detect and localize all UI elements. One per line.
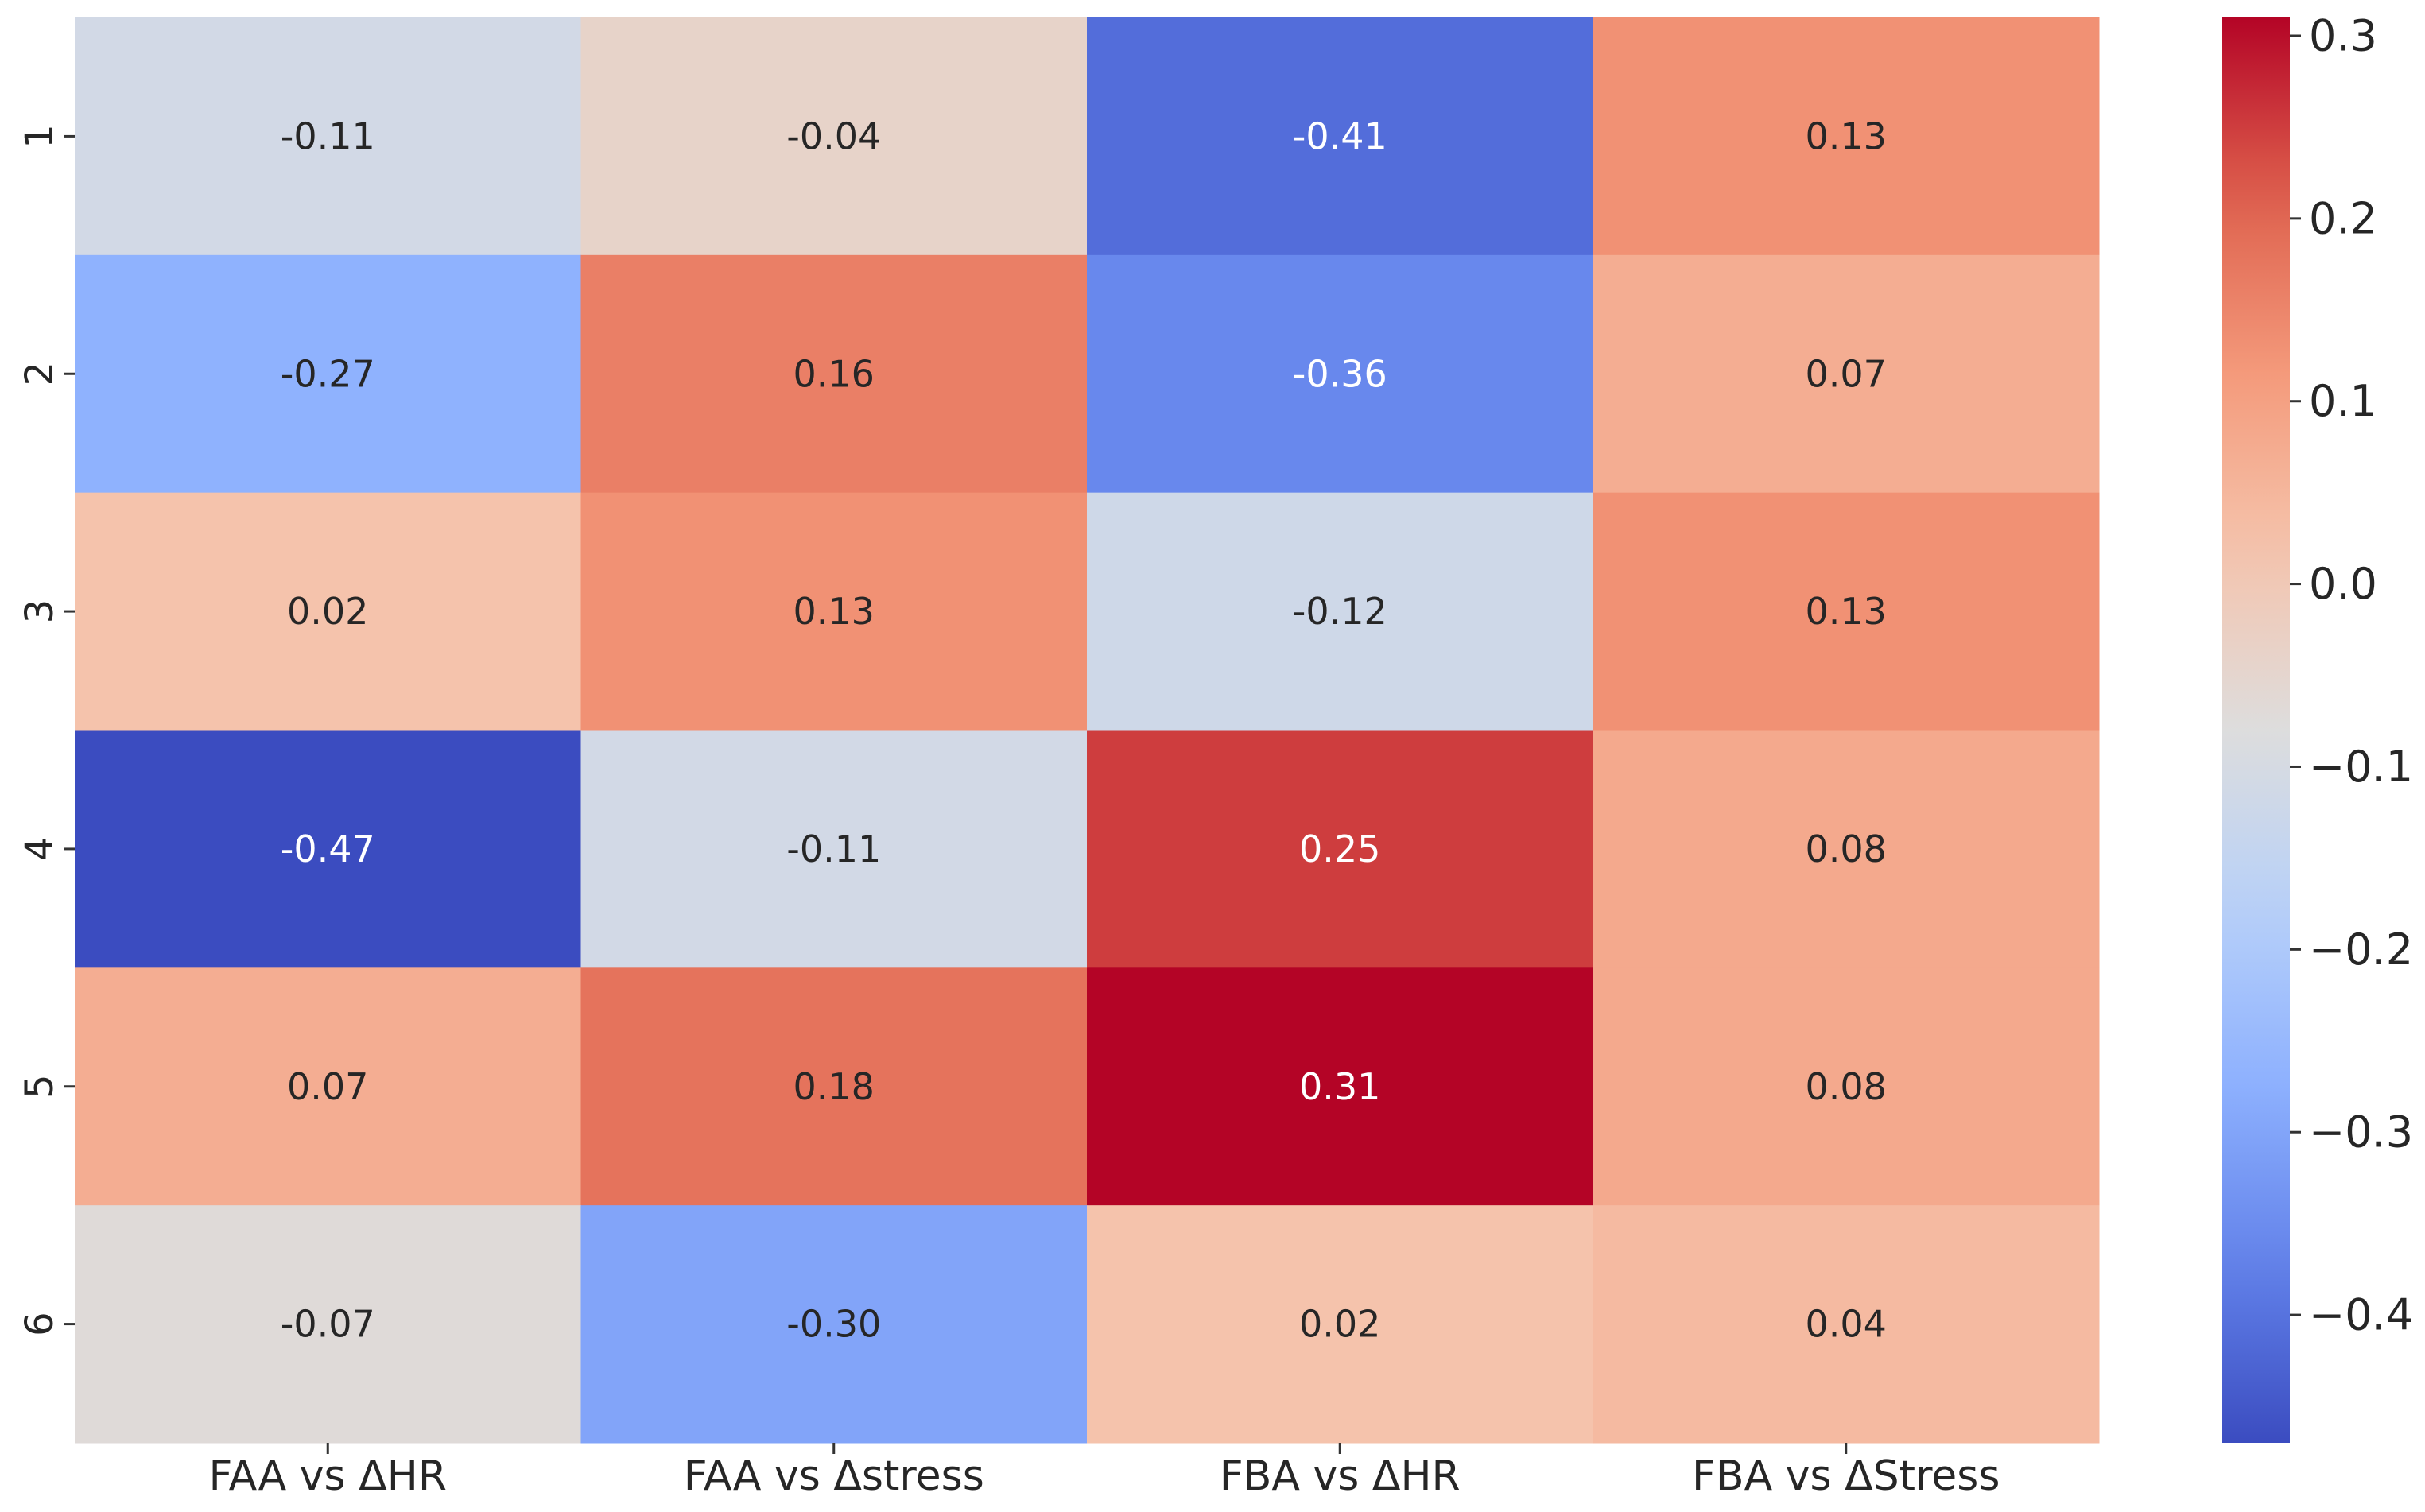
cell-value-label: 0.02 <box>287 590 368 633</box>
heatmap-cell <box>75 1205 581 1444</box>
heatmap-cells: -0.11 -0.04 -0.41 0.13 -0.27 0.16 -0.36 0.07 0.0… <box>75 17 2100 1444</box>
colorbar-tick-label: 0.2 <box>2309 193 2377 243</box>
colorbar-tick-label: 0.1 <box>2309 376 2377 426</box>
cell-value-label: -0.04 <box>786 114 881 157</box>
colorbar-gradient <box>2222 17 2290 1443</box>
cell-value-label: 0.13 <box>793 590 875 633</box>
cell-value-label: 0.31 <box>1299 1065 1380 1108</box>
cell-value-label: -0.12 <box>1293 590 1387 633</box>
heatmap-cell <box>75 967 581 1206</box>
cell-value-label: -0.36 <box>1293 352 1387 395</box>
cell-value-label: 0.18 <box>793 1065 875 1108</box>
cell-value-label: 0.08 <box>1806 1065 1887 1108</box>
heatmap-cell <box>1593 254 2100 494</box>
cell-value-label: -0.11 <box>281 114 375 157</box>
cell-value-label: 0.16 <box>793 352 875 395</box>
cell-value-label: 0.08 <box>1806 828 1887 870</box>
heatmap-cell <box>1593 967 2100 1206</box>
cell-value-label: -0.11 <box>786 828 881 870</box>
cell-value-label: -0.07 <box>281 1303 375 1346</box>
heatmap-cell <box>1087 1205 1593 1444</box>
column-tick-label: FBA vs ΔStress <box>1692 1452 2000 1500</box>
heatmap-cell <box>580 254 1088 494</box>
row-tick-label: 2 <box>17 362 62 386</box>
heatmap-cell <box>580 492 1088 731</box>
heatmap-cell <box>1087 17 1593 256</box>
cell-value-label: -0.47 <box>281 828 375 870</box>
heatmap-cell <box>1087 492 1593 731</box>
colorbar-tick-label: −0.2 <box>2309 925 2413 975</box>
heatmap-cell <box>1593 17 2100 256</box>
column-tick-label: FBA vs ΔHR <box>1220 1452 1461 1500</box>
column-tick-label: FAA vs Δstress <box>684 1452 984 1500</box>
heatmap-cell <box>1087 730 1593 968</box>
colorbar-tick-label: −0.4 <box>2309 1290 2413 1340</box>
heatmap-cell <box>580 967 1088 1206</box>
heatmap-cell <box>1593 1205 2100 1444</box>
colorbar-tick-label: 0.3 <box>2309 10 2377 60</box>
cell-value-label: 0.13 <box>1806 114 1887 157</box>
heatmap-cell <box>75 492 581 731</box>
cell-value-label: 0.02 <box>1299 1303 1380 1346</box>
cell-value-label: 0.13 <box>1806 590 1887 633</box>
colorbar-tick-label: 0.0 <box>2309 559 2377 609</box>
row-tick-label: 3 <box>17 599 62 624</box>
heatmap-cell <box>580 17 1088 256</box>
heatmap-cell <box>1593 492 2100 731</box>
heatmap-cell <box>580 1205 1088 1444</box>
row-axis: 1 2 3 4 5 6 <box>17 124 75 1336</box>
heatmap-cell <box>1593 730 2100 968</box>
row-tick-label: 5 <box>17 1074 62 1099</box>
cell-value-label: 0.07 <box>287 1065 368 1108</box>
cell-value-label: 0.07 <box>1806 352 1887 395</box>
colorbar-tick-label: −0.3 <box>2309 1107 2413 1157</box>
heatmap-cell <box>1087 254 1593 494</box>
cell-value-label: -0.27 <box>281 352 375 395</box>
row-tick-label: 6 <box>17 1312 62 1336</box>
cell-value-label: -0.41 <box>1293 114 1387 157</box>
row-tick-label: 4 <box>17 837 62 862</box>
heatmap-cell <box>580 730 1088 968</box>
heatmap-cell <box>75 254 581 494</box>
heatmap-cell <box>75 17 581 256</box>
row-tick-label: 1 <box>17 124 62 149</box>
cell-value-label: 0.04 <box>1806 1303 1887 1346</box>
cell-value-label: -0.30 <box>786 1303 881 1346</box>
column-axis: FAA vs ΔHR FAA vs Δstress FBA vs ΔHR FBA vs… <box>209 1443 2000 1500</box>
heatmap-cell <box>1087 967 1593 1206</box>
cell-value-label: 0.25 <box>1299 828 1380 870</box>
colorbar: 0.3 0.2 0.1 0.0 −0.1 −0.2 −0.3 −0.4 <box>2222 10 2413 1443</box>
heatmap-cell <box>75 730 581 968</box>
column-tick-label: FAA vs ΔHR <box>209 1452 447 1500</box>
colorbar-tick-label: −0.1 <box>2309 742 2413 792</box>
